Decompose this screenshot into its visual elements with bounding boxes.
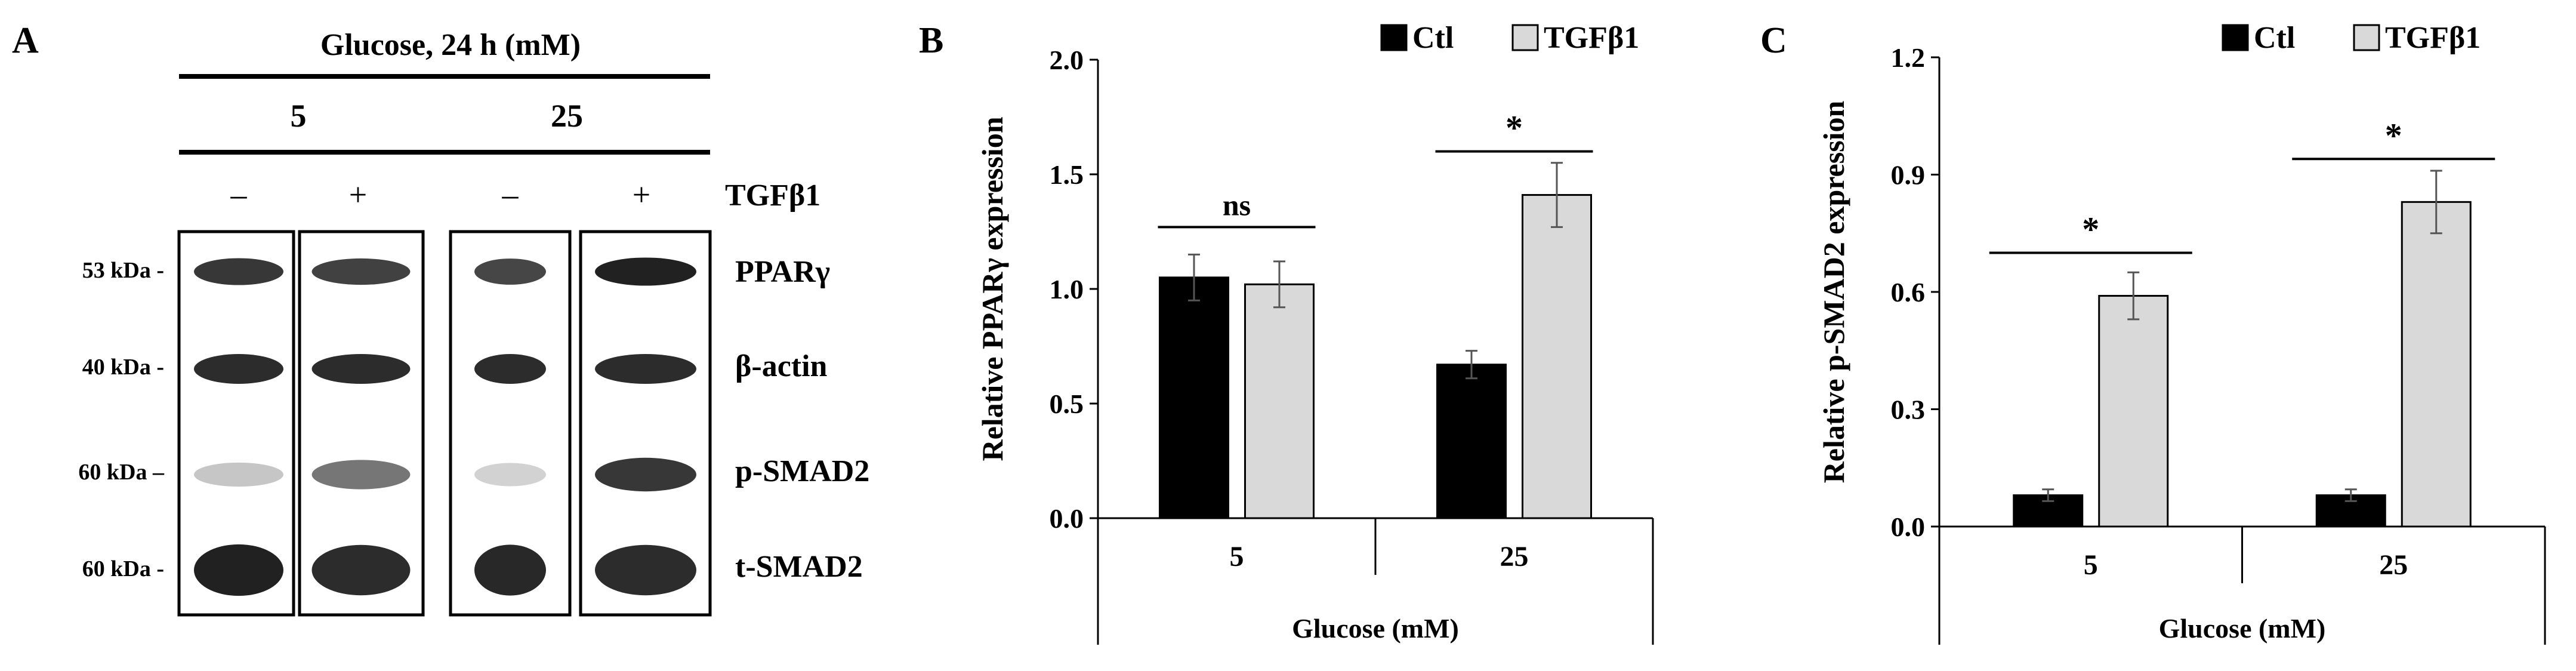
treatment-sign-lane-1: – — [230, 177, 248, 213]
band-beta-actin-lane-3 — [474, 354, 546, 384]
band-pparg-lane-2 — [311, 258, 411, 285]
band-t-smad2-lane-1 — [194, 544, 283, 596]
bar-tgfb1-5mM — [1244, 283, 1315, 519]
panel-b-pparg-chart: B 0.0 0.5 1.0 1.5 2.0 5 25 ns * Relative PPARγ ex… — [919, 20, 1654, 645]
legend-label-tgfb1: TGFβ1 — [1544, 21, 1639, 55]
panel-a-western-blot: A Glucose, 24 h (mM) 5 25 – + – + TGFβ1 … — [12, 20, 869, 617]
band-t-smad2-lane-3 — [474, 544, 546, 596]
marker-size-beta-actin: 40 kDa - — [82, 355, 164, 380]
bar-tgfb1-25mM — [1522, 194, 1592, 519]
y-tick-label: 1.5 — [1050, 159, 1084, 190]
marker-size-t-smad2: 60 kDa - — [82, 556, 164, 581]
blot-frame-lane-1 — [177, 230, 295, 617]
band-t-smad2-lane-2 — [311, 544, 411, 596]
band-t-smad2-lane-4 — [595, 544, 696, 596]
y-tick-label: 2.0 — [1050, 45, 1084, 75]
y-tick-label: 0.5 — [1050, 389, 1084, 419]
band-p-smad2-lane-4 — [595, 457, 696, 492]
significance-label: * — [1506, 109, 1523, 147]
protein-label-pparg: PPARγ — [735, 255, 830, 289]
legend-label-ctl: Ctl — [2254, 21, 2295, 55]
bar-ctl-25mM — [1436, 364, 1507, 519]
band-pparg-lane-3 — [474, 258, 546, 285]
treatment-sign-lane-2: + — [349, 177, 367, 213]
band-pparg-lane-4 — [595, 257, 696, 286]
treatment-label: TGFβ1 — [725, 178, 820, 213]
band-beta-actin-lane-1 — [194, 354, 283, 384]
y-axis-title: Relative p-SMAD2 expression — [1817, 100, 1850, 483]
y-tick-label: 0.0 — [1891, 512, 1926, 542]
y-tick-label: 0.6 — [1891, 277, 1926, 307]
bar-tgfb1-25mM — [2401, 201, 2472, 528]
band-p-smad2-lane-3 — [474, 463, 546, 487]
treatment-sign-lane-3: – — [502, 177, 519, 213]
band-p-smad2-lane-1 — [194, 462, 283, 487]
x-tick-label: 5 — [1230, 541, 1244, 572]
x-axis-title: Glucose (mM) — [2159, 613, 2326, 644]
y-tick-label: 0.0 — [1050, 503, 1084, 534]
glucose-header: Glucose, 24 h (mM) — [320, 28, 581, 62]
blot-frame-lane-3 — [449, 230, 572, 617]
protein-label-t-smad2: t-SMAD2 — [735, 550, 863, 584]
blot-bands — [194, 257, 696, 596]
y-tick-label: 1.0 — [1050, 274, 1084, 304]
significance-label: * — [2082, 210, 2099, 249]
panel-b-letter: B — [919, 20, 943, 61]
legend-swatch-ctl — [1380, 24, 1408, 51]
panel-c-psmad2-chart: C 0.0 0.3 0.6 0.9 1.2 5 25 * * Relative p-SMAD2 e… — [1760, 20, 2546, 645]
band-beta-actin-lane-4 — [595, 354, 696, 384]
band-beta-actin-lane-2 — [311, 354, 411, 384]
blot-frame-lane-4 — [579, 230, 712, 617]
x-tick-label: 5 — [2084, 549, 2098, 581]
legend-label-tgfb1: TGFβ1 — [2385, 21, 2481, 55]
significance-label: ns — [1223, 188, 1251, 221]
blot-frame-lane-2 — [298, 230, 425, 617]
y-tick-label: 0.3 — [1891, 395, 1926, 425]
group-label-25: 25 — [551, 98, 583, 134]
bar-tgfb1-5mM — [2098, 295, 2169, 528]
legend-swatch-tgfb1 — [1511, 24, 1539, 51]
group-label-5: 5 — [291, 98, 307, 134]
y-tick-label: 1.2 — [1891, 42, 1926, 73]
legend-label-ctl: Ctl — [1412, 21, 1454, 55]
panel-c-letter: C — [1760, 20, 1787, 61]
bar-ctl-5mM — [1159, 276, 1229, 519]
protein-label-beta-actin: β-actin — [735, 349, 828, 383]
x-tick-label: 25 — [1500, 541, 1529, 572]
y-tick-label: 0.9 — [1891, 160, 1926, 190]
x-axis-title: Glucose (mM) — [1292, 613, 1459, 644]
treatment-sign-lane-4: + — [633, 177, 650, 213]
band-pparg-lane-1 — [194, 258, 283, 285]
legend-swatch-tgfb1 — [2353, 24, 2380, 51]
x-tick-label: 25 — [2379, 549, 2408, 581]
marker-size-pparg: 53 kDa - — [82, 258, 164, 283]
band-p-smad2-lane-2 — [311, 460, 411, 490]
legend-swatch-ctl — [2222, 24, 2249, 51]
panel-a-letter: A — [12, 20, 39, 61]
significance-label: * — [2385, 116, 2402, 155]
marker-size-p-smad2: 60 kDa – — [78, 460, 165, 485]
y-axis-title: Relative PPARγ expression — [976, 116, 1009, 461]
protein-label-p-smad2: p-SMAD2 — [735, 454, 869, 488]
